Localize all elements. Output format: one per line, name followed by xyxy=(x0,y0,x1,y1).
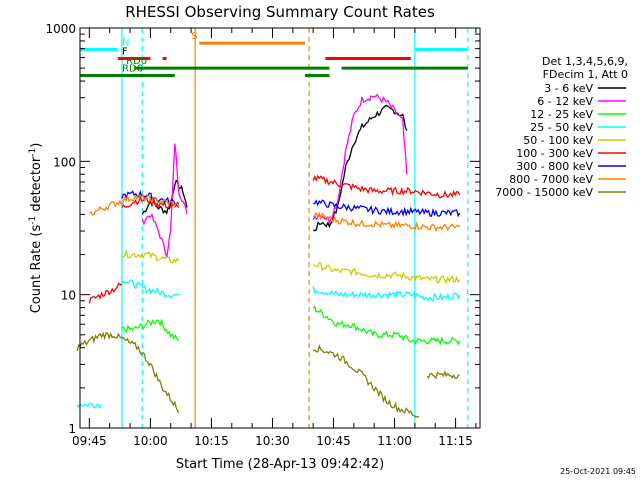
legend-header: Det 1,3,4,5,6,9, xyxy=(542,55,628,68)
series-line-1 xyxy=(141,143,188,258)
flag-label-rd6: RD6 xyxy=(122,64,143,75)
legend-entry-label: 7000 - 15000 keV xyxy=(495,186,593,199)
y-tick-label: 1 xyxy=(68,422,76,436)
legend: Det 1,3,4,5,6,9,FDecim 1, Att 03 - 6 keV… xyxy=(495,55,628,199)
flag-label-rd0: RD0 xyxy=(126,56,147,67)
series-line-2 xyxy=(121,318,180,342)
legend-entry-label: 50 - 100 keV xyxy=(523,134,593,147)
legend-entry-label: 25 - 50 keV xyxy=(530,121,593,134)
y-axis-label-group: Count Rate (s-1 detector-1) xyxy=(28,143,44,314)
x-tick-label: 10:30 xyxy=(255,434,290,448)
flag-label-s: S xyxy=(191,31,197,42)
series-line-8 xyxy=(76,331,180,414)
x-tick-label: 11:00 xyxy=(377,434,412,448)
legend-entry-label: 6 - 12 keV xyxy=(537,95,593,108)
legend-entry-label: 800 - 7000 keV xyxy=(509,173,593,186)
series-line-4 xyxy=(121,248,180,264)
y-axis-label: Count Rate (s-1 detector-1) xyxy=(28,143,44,314)
series-line-3 xyxy=(121,278,179,299)
series-line-7 xyxy=(89,193,180,216)
series-line-3 xyxy=(76,402,103,410)
legend-entry-label: 300 - 800 keV xyxy=(516,160,593,173)
plot-frame xyxy=(79,27,481,429)
footer-timestamp: 25-Oct-2021 09:45 xyxy=(560,467,636,476)
series-line-1 xyxy=(312,93,408,225)
series-line-5 xyxy=(312,174,461,199)
flag-label-n: N xyxy=(122,37,129,48)
legend-entry-label: 100 - 300 keV xyxy=(516,147,593,160)
series-line-7 xyxy=(312,211,461,233)
y-tick-label: 10 xyxy=(61,289,76,303)
legend-entry-label: 3 - 6 keV xyxy=(544,82,593,95)
x-tick-label: 10:00 xyxy=(133,434,168,448)
x-axis-label: Start Time (28-Apr-13 09:42:42) xyxy=(176,457,384,472)
y-tick-label: 1000 xyxy=(45,22,76,36)
x-tick-label: 10:45 xyxy=(316,434,351,448)
series-line-4 xyxy=(313,262,461,284)
chart-title: RHESSI Observing Summary Count Rates xyxy=(125,3,435,21)
series-line-6 xyxy=(312,199,461,218)
series-line-5 xyxy=(88,282,123,304)
x-tick-label: 10:15 xyxy=(194,434,229,448)
series-line-2 xyxy=(312,304,461,346)
series-line-8 xyxy=(312,344,420,418)
x-tick-label: 11:15 xyxy=(438,434,473,448)
series-line-3 xyxy=(312,286,461,303)
y-tick-label: 100 xyxy=(53,155,76,169)
flag-label-f: F xyxy=(122,47,128,58)
series-line-0 xyxy=(312,104,408,232)
legend-entry-label: 12 - 25 keV xyxy=(530,108,593,121)
legend-header: FDecim 1, Att 0 xyxy=(543,68,628,81)
x-tick-label: 09:45 xyxy=(72,434,107,448)
series-line-8 xyxy=(426,370,460,380)
